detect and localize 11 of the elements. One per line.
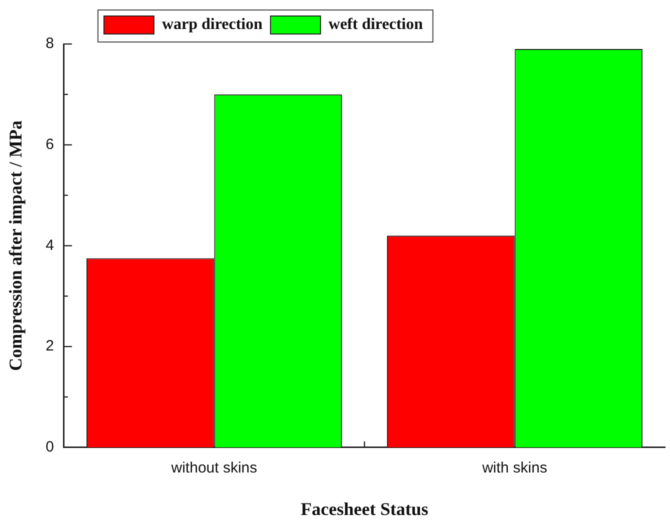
x-tick-label: without skins (170, 460, 258, 477)
y-tick-label: 0 (46, 438, 54, 456)
y-tick-label: 6 (46, 136, 54, 153)
y-tick-label: 8 (46, 35, 54, 52)
legend-label: weft direction (328, 16, 423, 34)
y-tick-label: 2 (46, 338, 54, 355)
y-tick-label: 4 (46, 236, 54, 254)
y-axis-title: Compression after impact / MPa (5, 120, 26, 371)
legend-label: warp direction (162, 16, 263, 34)
x-tick-label: with skins (481, 460, 548, 477)
x-axis-title: Facesheet Status (300, 498, 428, 519)
